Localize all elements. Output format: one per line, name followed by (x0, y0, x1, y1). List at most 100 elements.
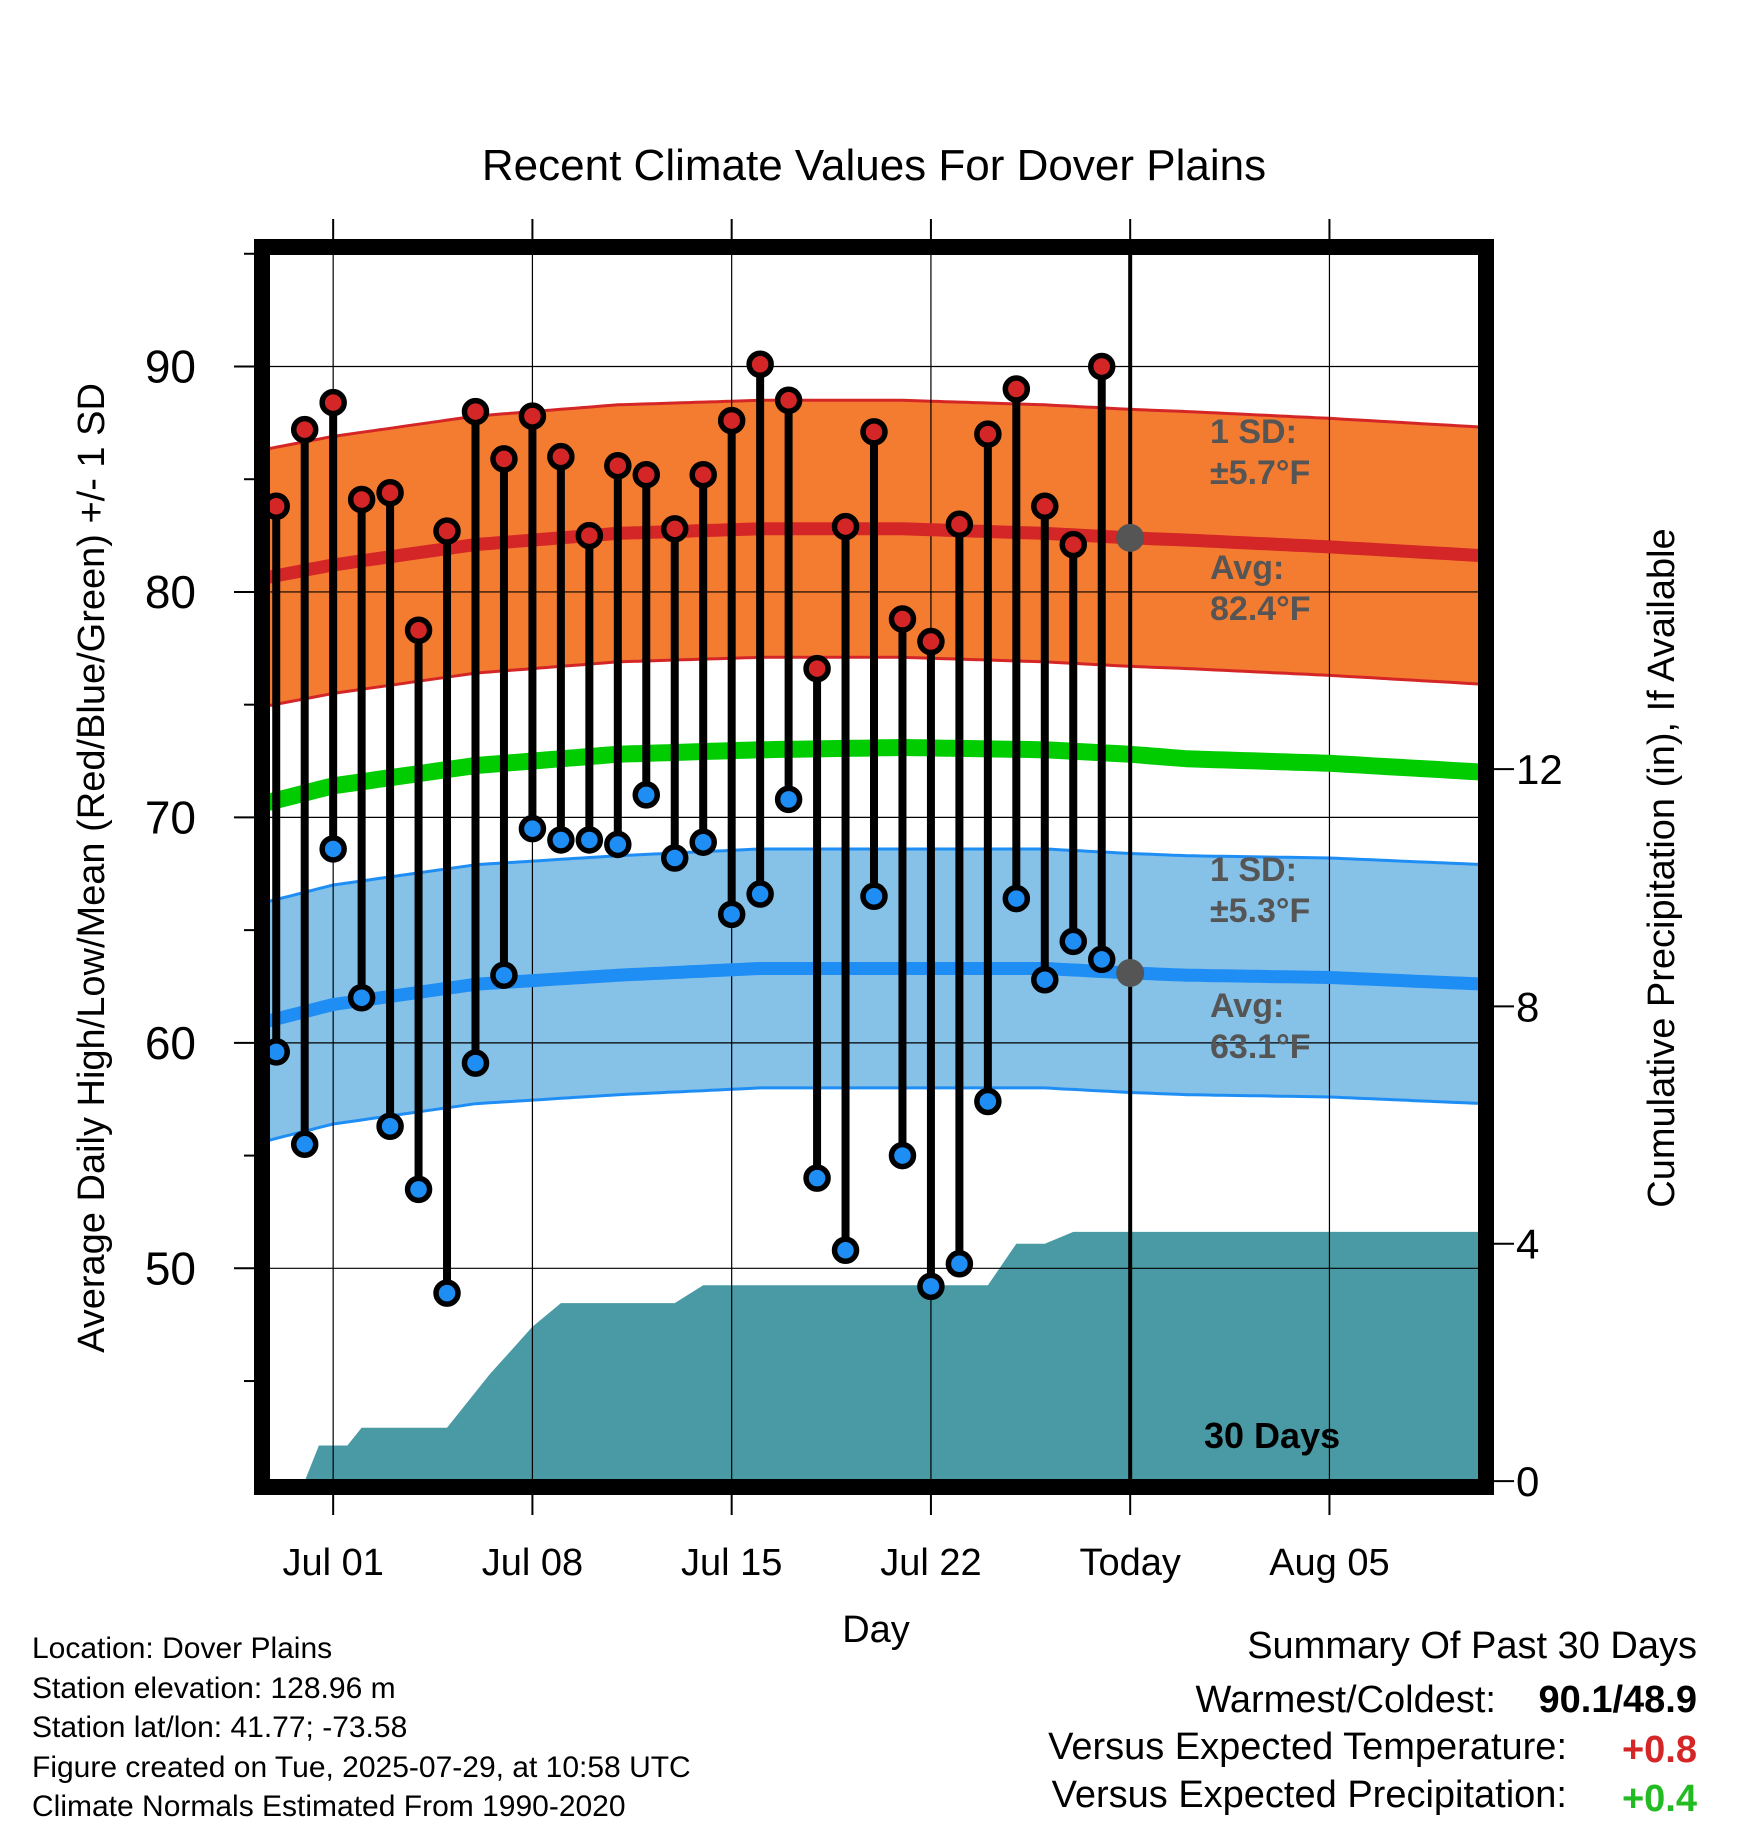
daily-low-point (860, 882, 888, 911)
daily-low-point (917, 1272, 945, 1301)
daily-high-point (746, 350, 774, 378)
axis-ticks: 50 60 70 80 90 0 4 8 12 Jul 01 Jul 08 Jul 15 Jul 22 T… (145, 219, 1563, 1584)
daily-low-point (689, 828, 717, 856)
today-low-normal-marker (1116, 958, 1145, 987)
y2-tick-label: 8 (1516, 983, 1539, 1030)
daily-high-point (404, 616, 433, 645)
normals-text: Climate Normals Estimated From 1990-2020 (32, 1790, 626, 1823)
created-text: Figure created on Tue, 2025-07-29, at 10… (32, 1751, 691, 1784)
daily-low-point (404, 1175, 433, 1204)
today-high-normal-marker (1116, 523, 1145, 552)
x-tick-label: Today (1079, 1542, 1180, 1584)
x-tick-label: Jul 15 (681, 1542, 782, 1584)
daily-high-point (945, 510, 974, 539)
daily-high-point (604, 451, 632, 480)
y2-tick-label: 4 (1516, 1221, 1539, 1268)
daily-high-point (319, 388, 347, 417)
warmest-coldest-label: Warmest/Coldest: (1195, 1679, 1496, 1721)
x-tick-label: Jul 01 (282, 1542, 383, 1584)
precip-anomaly-value: +0.4 (1622, 1778, 1697, 1820)
daily-low-point (518, 814, 547, 843)
daily-low-point (547, 826, 575, 854)
daily-low-point (347, 984, 376, 1012)
y-tick-label: 70 (145, 791, 196, 843)
daily-high-point (290, 415, 319, 444)
low-sd-band (262, 849, 1486, 1143)
daily-high-point (518, 402, 547, 430)
x-tick-label: Jul 22 (880, 1542, 981, 1584)
plot-frame (254, 239, 1494, 1495)
axes-frame (254, 239, 1494, 1495)
daily-low-point (1059, 927, 1088, 956)
daily-high-point (1059, 530, 1088, 559)
daily-high-point (1031, 492, 1059, 521)
daily-low-point (1002, 884, 1031, 913)
daily-low-point (319, 835, 347, 863)
y2-tick-label: 12 (1516, 746, 1563, 793)
high-sd-value: ±5.7°F (1210, 454, 1310, 492)
daily-high-point (774, 386, 803, 415)
low-sd-value: ±5.3°F (1210, 892, 1310, 930)
x-tick-label: Jul 08 (482, 1542, 583, 1584)
precipitation-area (304, 1231, 1486, 1482)
latlon-text: Station lat/lon: 41.77; -73.58 (32, 1711, 407, 1744)
high-avg-value: 82.4°F (1210, 590, 1311, 628)
temp-anomaly-label: Versus Expected Temperature: (1048, 1726, 1567, 1768)
daily-low-point (831, 1236, 860, 1265)
daily-low-point (774, 785, 803, 814)
daily-low-point (604, 830, 632, 859)
daily-high-point (547, 442, 575, 471)
daily-low-point (1031, 965, 1059, 994)
plot-area (262, 247, 1486, 1487)
daily-low-point (974, 1087, 1002, 1116)
x-axis-label: Day (842, 1609, 910, 1651)
elevation-text: Station elevation: 128.96 m (32, 1672, 396, 1705)
daily-low-point (717, 900, 746, 929)
today-window-label: 30 Days (1204, 1415, 1340, 1456)
y-tick-label: 80 (145, 566, 196, 618)
daily-low-point (575, 826, 604, 854)
station-info: Location: Dover Plains Station elevation… (32, 1632, 691, 1823)
daily-low-point (433, 1279, 461, 1307)
daily-high-point (1087, 352, 1116, 381)
warmest-coldest-value: 90.1/48.9 (1539, 1679, 1697, 1721)
daily-low-point (888, 1141, 917, 1170)
low-avg-value: 63.1°F (1210, 1028, 1311, 1066)
daily-low-point (490, 961, 518, 989)
high-avg-label: Avg: (1210, 549, 1284, 587)
daily-low-point (290, 1130, 319, 1159)
summary-title: Summary Of Past 30 Days (1247, 1625, 1697, 1667)
daily-low-point (660, 844, 689, 872)
y-tick-label: 60 (145, 1017, 196, 1069)
y2-axis-label: Cumulative Precipitation (in), If Availa… (1641, 528, 1683, 1207)
daily-high-point (888, 605, 917, 633)
low-sd-label: 1 SD: (1210, 851, 1297, 889)
daily-low-point (1087, 945, 1116, 974)
daily-high-point (689, 460, 717, 489)
y-tick-label: 90 (145, 340, 196, 392)
daily-high-point (461, 397, 490, 426)
normal-low-line (262, 962, 1486, 1029)
daily-high-point (803, 654, 831, 683)
daily-high-point (831, 512, 860, 541)
high-sd-label: 1 SD: (1210, 413, 1297, 451)
low-band-lower-edge (262, 1086, 1486, 1144)
daily-high-point (917, 627, 945, 656)
daily-high-point (717, 406, 746, 435)
y-axis-label: Average Daily High/Low/Mean (Red/Blue/Gr… (71, 383, 113, 1353)
daily-low-point (632, 781, 661, 809)
temp-anomaly-value: +0.8 (1622, 1729, 1697, 1771)
x-tick-label: Aug 05 (1269, 1542, 1389, 1584)
daily-high-point (575, 521, 604, 550)
daily-low-point (376, 1112, 404, 1141)
chart-title: Recent Climate Values For Dover Plains (482, 141, 1266, 190)
daily-high-point (632, 460, 661, 489)
daily-high-point (433, 517, 461, 545)
daily-low-point (945, 1250, 974, 1278)
daily-high-point (347, 485, 376, 514)
low-avg-label: Avg: (1210, 987, 1284, 1025)
daily-low-point (803, 1164, 831, 1192)
daily-high-point (490, 445, 518, 473)
y-tick-label: 50 (145, 1242, 196, 1294)
